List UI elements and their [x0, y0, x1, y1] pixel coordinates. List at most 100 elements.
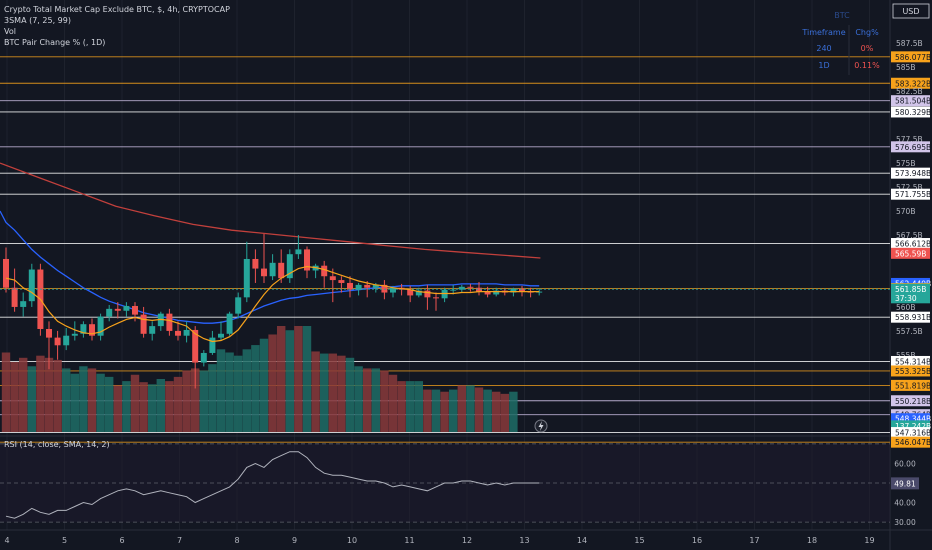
candle-body[interactable]: [510, 288, 517, 293]
candle-body[interactable]: [3, 258, 9, 288]
candle-body[interactable]: [433, 297, 439, 299]
candle-body[interactable]: [372, 284, 379, 288]
candle-body[interactable]: [364, 284, 371, 288]
time-tick-label: 14: [577, 536, 587, 545]
price-badge-label: 554.314B: [895, 357, 931, 366]
candle-body[interactable]: [286, 254, 293, 279]
volume-bar: [216, 349, 226, 432]
price-tick-label: 557.5B: [896, 327, 923, 336]
candle-body[interactable]: [252, 258, 259, 269]
price-badge: [891, 292, 930, 304]
candle-body[interactable]: [381, 284, 388, 293]
price-badge-label: 576.695B: [895, 143, 931, 152]
volume-bar: [87, 368, 97, 432]
candle-body[interactable]: [295, 249, 302, 255]
price-tick-label: 570B: [896, 207, 915, 216]
time-tick-label: 19: [864, 536, 874, 545]
candle-body[interactable]: [235, 297, 242, 314]
price-badge-label: 573.948B: [895, 169, 931, 178]
candle-body[interactable]: [243, 258, 250, 298]
price-badge: [891, 247, 930, 259]
volume-bar: [457, 385, 466, 432]
volume-bar: [397, 381, 406, 432]
candle-body[interactable]: [140, 314, 147, 334]
candle-body[interactable]: [149, 326, 156, 334]
price-badge: [891, 413, 930, 425]
time-tick-label: 7: [177, 536, 182, 545]
candle-body[interactable]: [347, 282, 353, 290]
volume-bar: [388, 374, 398, 432]
time-tick-label: 12: [462, 536, 472, 545]
candle-body[interactable]: [114, 308, 121, 311]
sma99-line: [0, 162, 541, 259]
candle-body[interactable]: [46, 328, 52, 338]
lightning-icon[interactable]: [534, 419, 548, 433]
candles[interactable]: [0, 234, 890, 389]
rsi-legend[interactable]: RSI (14, close, SMA, 14, 2): [4, 440, 110, 449]
price-tick-label: 577.5B: [896, 135, 923, 144]
time-axis[interactable]: 4 5 6 7 8 9 10 11 12 13 14 15 16 17 18 19: [4, 536, 874, 545]
price-badge-label: 586.077B: [895, 53, 931, 62]
volume-bar: [1, 352, 11, 432]
indicator-sma-legend[interactable]: 3SMA (7, 25, 99): [4, 16, 71, 25]
candle-body[interactable]: [519, 288, 525, 292]
candle-body[interactable]: [261, 268, 267, 277]
indicator-btc-pair-legend[interactable]: BTC Pair Change % (, 1D): [4, 38, 105, 47]
candle-body[interactable]: [424, 290, 431, 298]
sma99-path: [0, 162, 541, 259]
candle-body[interactable]: [458, 286, 465, 290]
candle-body[interactable]: [415, 290, 422, 296]
candle-body[interactable]: [493, 290, 500, 295]
candle-body[interactable]: [97, 316, 104, 336]
candle-body[interactable]: [355, 284, 362, 290]
candle-body[interactable]: [218, 333, 224, 338]
candle-body[interactable]: [89, 324, 95, 336]
price-badge: [891, 238, 930, 250]
volume-bar: [182, 370, 191, 432]
candle-body[interactable]: [407, 289, 414, 296]
volume-bar: [225, 352, 234, 432]
candle-body[interactable]: [450, 289, 457, 291]
candle-body[interactable]: [132, 305, 138, 315]
candle-body[interactable]: [192, 329, 199, 363]
candle-body[interactable]: [209, 337, 216, 353]
price-tick-label: 585B: [896, 63, 915, 72]
candle-body[interactable]: [183, 329, 190, 336]
sma25-line: [0, 210, 540, 324]
volume-bar: [363, 368, 372, 432]
candle-body[interactable]: [278, 262, 285, 279]
time-tick-label: 17: [749, 536, 759, 545]
candle-body[interactable]: [329, 276, 336, 281]
candle-body[interactable]: [269, 262, 276, 277]
candle-body[interactable]: [175, 330, 181, 336]
currency-button[interactable]: [892, 3, 930, 19]
indicator-vol-legend[interactable]: Vol: [4, 27, 16, 36]
price-badge-label: 553.325B: [895, 367, 931, 376]
volume-bar: [44, 357, 54, 432]
candle-body[interactable]: [338, 280, 345, 283]
candle-body[interactable]: [54, 337, 61, 346]
candle-body[interactable]: [467, 286, 474, 288]
candle-body[interactable]: [484, 291, 491, 295]
candle-body[interactable]: [321, 265, 328, 277]
candle-body[interactable]: [71, 333, 78, 336]
price-badge-label: 561.85B: [895, 285, 926, 294]
candle-body[interactable]: [63, 335, 70, 346]
candle-body[interactable]: [80, 324, 87, 334]
price-badge: [891, 141, 930, 153]
candle-body[interactable]: [28, 269, 35, 302]
candle-body[interactable]: [106, 308, 113, 317]
candle-body[interactable]: [390, 287, 396, 293]
candle-body[interactable]: [11, 287, 18, 307]
candle-body[interactable]: [226, 313, 233, 334]
candle-body[interactable]: [476, 287, 482, 292]
candle-body[interactable]: [123, 305, 130, 311]
volume-bar: [285, 330, 294, 432]
candle-body[interactable]: [304, 249, 310, 271]
volume-bar: [474, 387, 484, 432]
candle-body[interactable]: [20, 301, 27, 307]
candle-body[interactable]: [166, 313, 173, 331]
candle-body[interactable]: [200, 352, 207, 363]
